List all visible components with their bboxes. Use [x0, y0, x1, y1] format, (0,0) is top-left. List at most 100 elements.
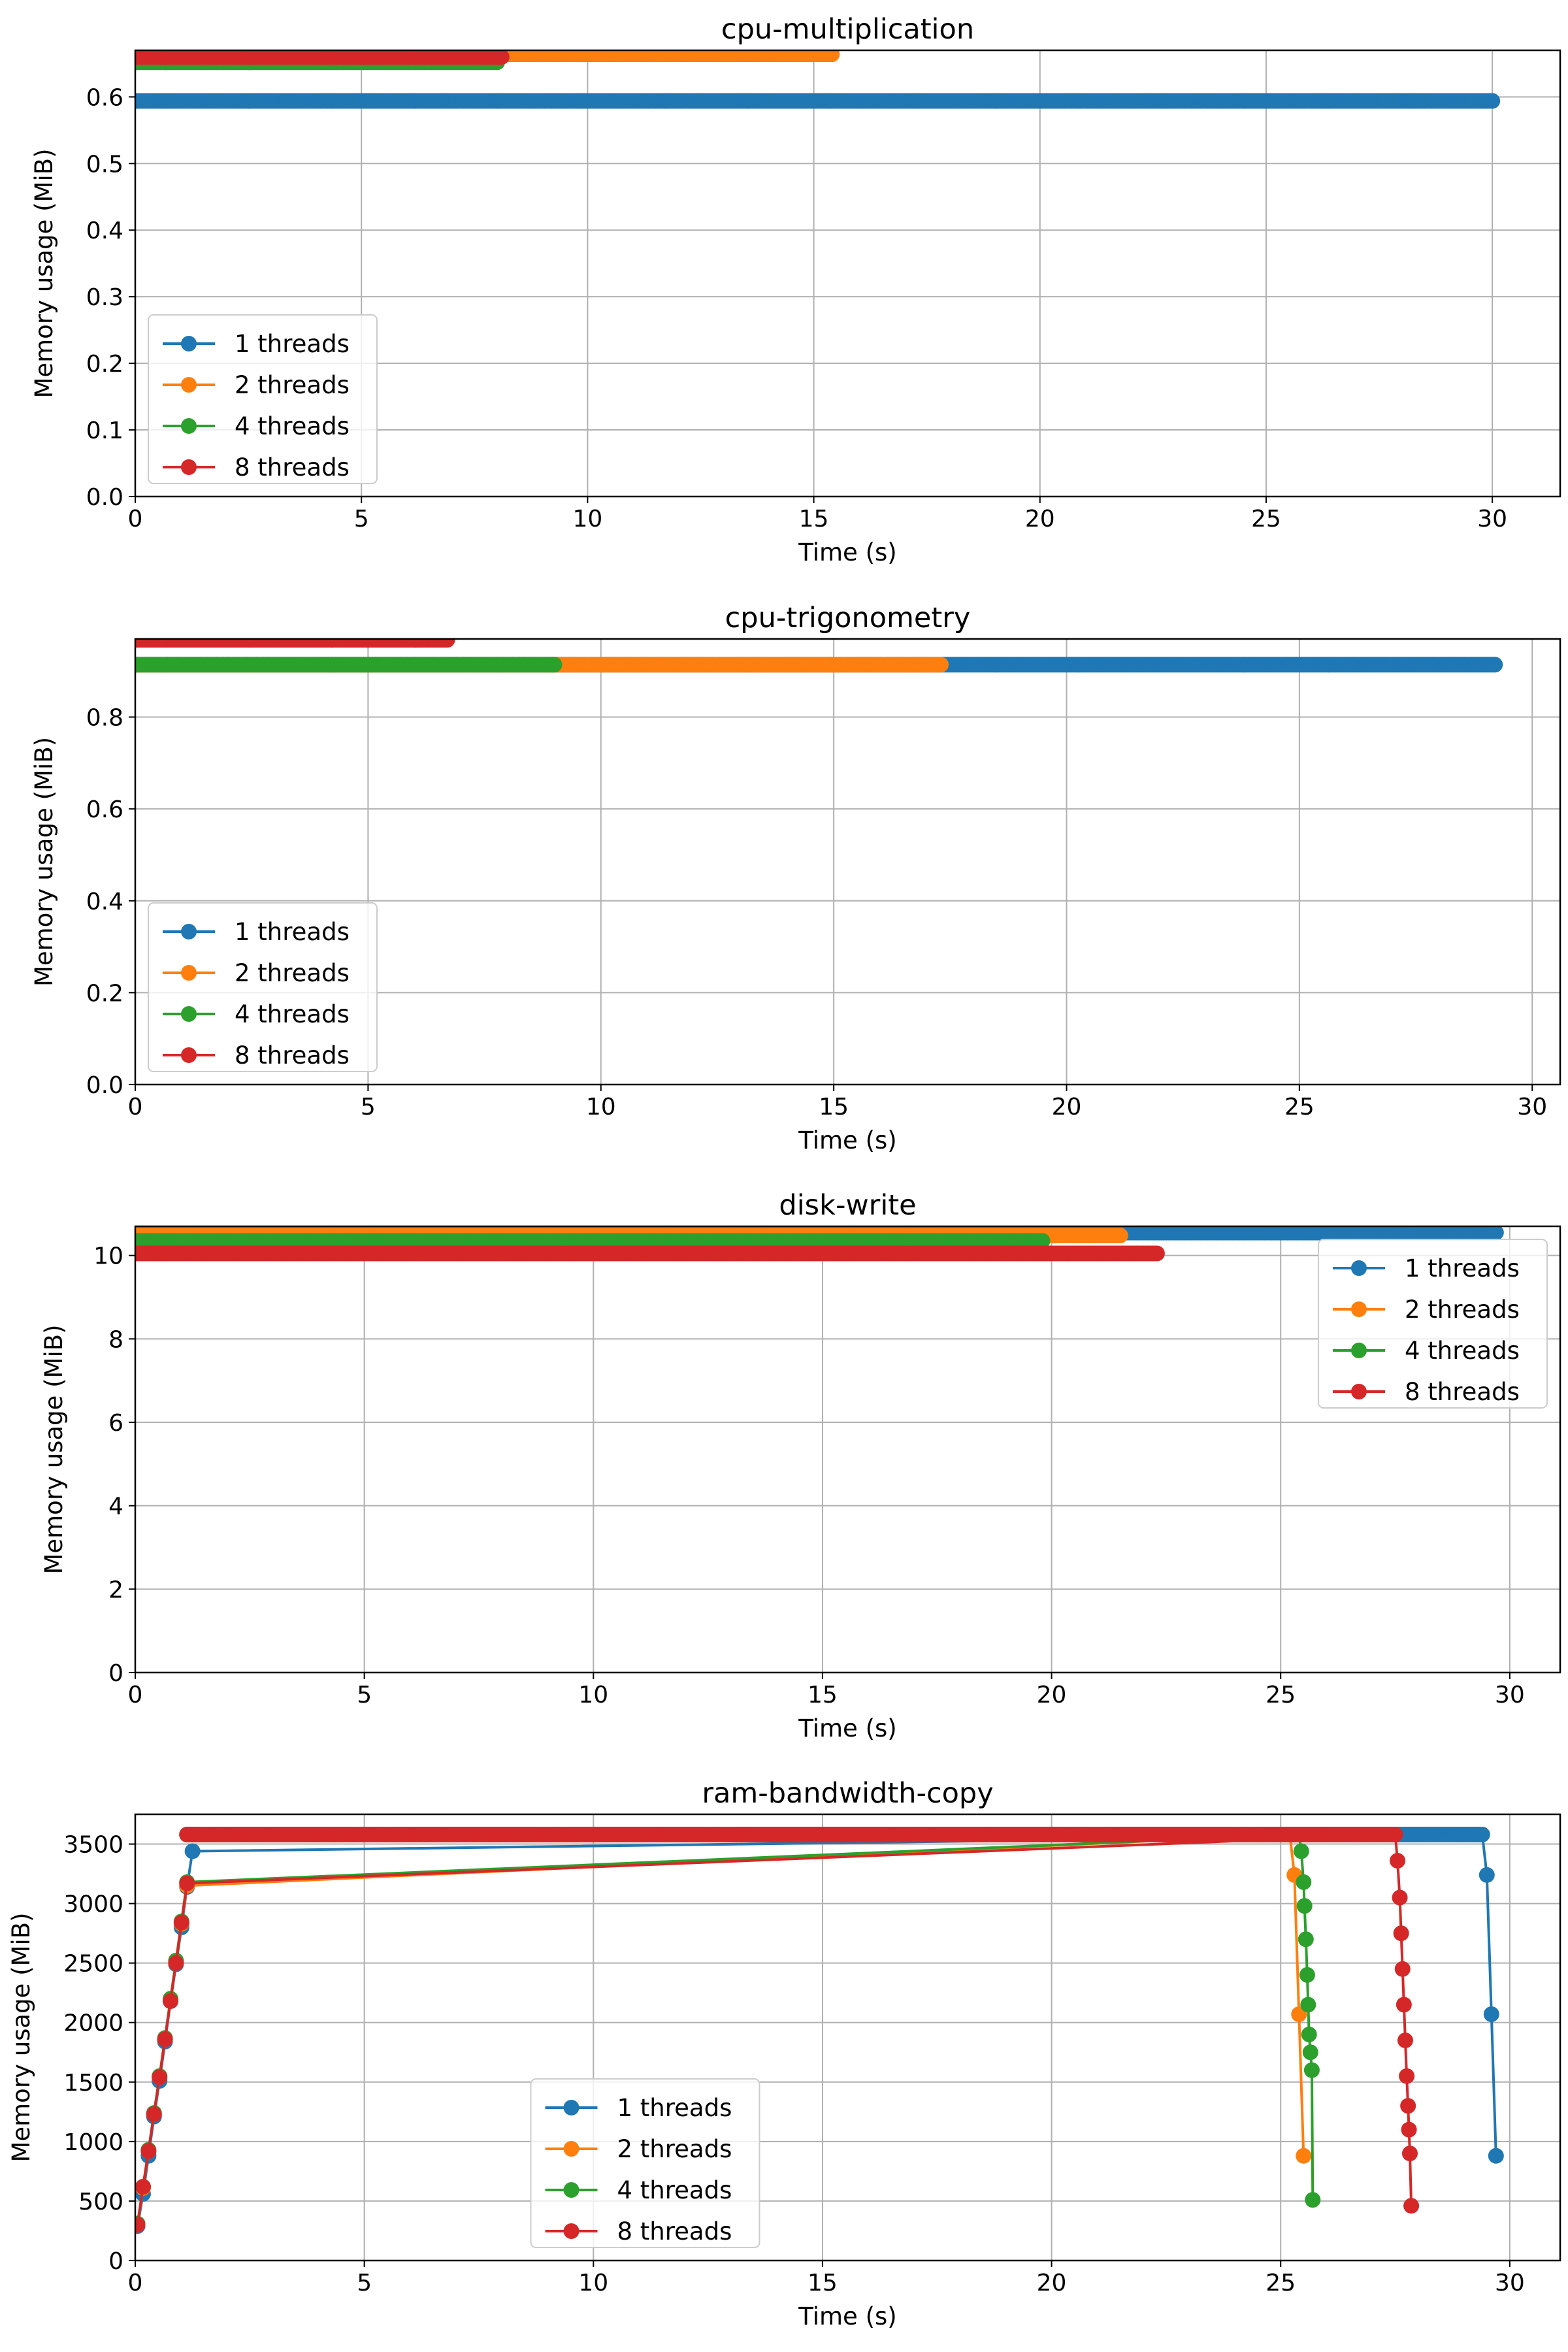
y-tick-label: 0.1: [86, 417, 123, 444]
data-layer: [135, 639, 1503, 673]
x-tick-label: 0: [128, 506, 143, 532]
x-tick-label: 15: [799, 506, 829, 532]
legend-swatch-marker: [181, 418, 197, 434]
legend: 1 threads 2 threads 4 threads 8 threads: [148, 314, 378, 484]
y-tick-label: 0.0: [86, 484, 123, 511]
legend-swatch-marker: [1351, 1260, 1367, 1276]
legend-label: 1 threads: [235, 330, 350, 358]
x-tick-label: 10: [586, 1094, 616, 1120]
legend-swatch-marker: [181, 1006, 197, 1022]
legend-label: 2 threads: [235, 959, 350, 987]
x-tick-label: 30: [1495, 1682, 1525, 1708]
data-point: [1112, 1228, 1128, 1244]
data-point: [1483, 2006, 1499, 2022]
data-point: [184, 1843, 201, 1859]
series-line-1: [136, 1833, 1497, 2227]
legend-swatch-marker: [181, 377, 197, 393]
chart-title: disk-write: [779, 1189, 916, 1222]
x-tick-label: 15: [819, 1094, 849, 1120]
x-axis-label: Time (s): [798, 1714, 896, 1742]
y-tick-label: 0.8: [86, 705, 123, 732]
x-tick-label: 20: [1037, 1682, 1067, 1708]
data-point: [493, 50, 510, 65]
y-tick-label: 0: [108, 1660, 123, 1687]
legend-swatch-marker: [181, 924, 197, 939]
data-point: [824, 50, 840, 63]
y-tick-label: 4: [108, 1494, 123, 1520]
y-tick-label: 0.6: [86, 796, 123, 823]
y-tick-label: 10: [93, 1243, 123, 1270]
data-point: [1149, 1245, 1165, 1262]
legend-box: [148, 902, 378, 1072]
legend-swatch-marker: [1351, 1384, 1367, 1399]
x-tick-label: 30: [1477, 506, 1507, 532]
legend-swatch-marker: [1351, 1301, 1367, 1317]
legend-label: 2 threads: [235, 371, 350, 399]
legend-label: 4 threads: [1405, 1337, 1520, 1365]
y-axis-label: Memory usage (MiB): [40, 1324, 68, 1574]
y-tick-label: 0.2: [86, 980, 123, 1007]
legend-box: [1318, 1239, 1548, 1409]
data-point: [1488, 1226, 1504, 1241]
data-point: [1478, 1867, 1495, 1883]
data-point: [1484, 93, 1501, 109]
data-point: [1034, 1233, 1051, 1249]
x-tick-label: 0: [128, 1094, 143, 1120]
axes-frame: [134, 49, 1561, 498]
x-tick-label: 5: [357, 1682, 372, 1708]
x-tick-label: 25: [1266, 1682, 1296, 1708]
data-point: [933, 657, 949, 673]
legend-box: [148, 314, 378, 484]
chart-panel-2: 0 5 10 15 20 25 300.00.20.40.60.8cpu-trigonome…: [30, 602, 1561, 1154]
legend-label: 8 threads: [235, 453, 350, 482]
x-tick-label: 10: [578, 1682, 608, 1708]
legend: 1 threads 2 threads 4 threads 8 threads: [148, 902, 378, 1072]
legend-label: 1 threads: [235, 918, 350, 946]
y-tick-label: 0.3: [86, 284, 123, 311]
x-tick-label: 5: [354, 506, 369, 532]
legend-label: 8 threads: [1405, 1378, 1520, 1406]
legend-swatch-marker: [181, 336, 197, 351]
legend-label: 1 threads: [1405, 1254, 1520, 1282]
legend-label: 4 threads: [235, 412, 350, 440]
x-axis-label: Time (s): [798, 1126, 896, 1154]
legend-swatch-marker: [1351, 1343, 1367, 1358]
data-layer: [135, 50, 1501, 109]
x-tick-label: 25: [1251, 506, 1281, 532]
x-tick-label: 25: [1284, 1094, 1315, 1120]
y-tick-label: 0.6: [86, 84, 123, 111]
x-tick-label: 20: [1025, 506, 1055, 532]
x-tick-label: 15: [808, 1682, 838, 1708]
legend-swatch-marker: [181, 1047, 197, 1063]
y-axis-label: Memory usage (MiB): [30, 148, 58, 398]
y-tick-label: 2: [108, 1576, 123, 1603]
y-tick-label: 0.5: [86, 151, 123, 178]
y-tick-label: 0.4: [86, 889, 123, 915]
y-axis-label: Memory usage (MiB): [30, 737, 58, 987]
y-tick-label: 0.2: [86, 351, 123, 378]
y-tick-label: 0.0: [86, 1072, 123, 1099]
y-tick-label: 6: [108, 1410, 123, 1437]
legend-label: 8 threads: [235, 1041, 350, 1070]
axes-frame: [134, 638, 1561, 1086]
chart-title: cpu-multiplication: [721, 13, 974, 46]
data-point: [546, 657, 563, 673]
x-tick-label: 5: [361, 1094, 376, 1120]
x-tick-label: 10: [572, 506, 602, 532]
legend-swatch-marker: [181, 459, 197, 475]
data-point: [439, 639, 455, 648]
data-point: [1488, 2148, 1504, 2164]
x-tick-label: 0: [128, 1682, 143, 1708]
chart-panel-1: 0 5 10 15 20 25 300.00.10.20.30.40.50.6cpu-mul…: [30, 13, 1561, 566]
chart-panel-4: 0 5 10 15 20 25 300500100015002000250030003500…: [7, 1777, 1561, 2330]
chart-title: cpu-trigonometry: [725, 602, 971, 634]
data-layer: [135, 1226, 1504, 1262]
x-tick-label: 20: [1052, 1094, 1082, 1120]
legend-label: 4 threads: [235, 1000, 350, 1028]
legend-swatch-marker: [181, 965, 197, 981]
x-axis-label: Time (s): [798, 538, 896, 566]
data-point: [1487, 657, 1503, 673]
